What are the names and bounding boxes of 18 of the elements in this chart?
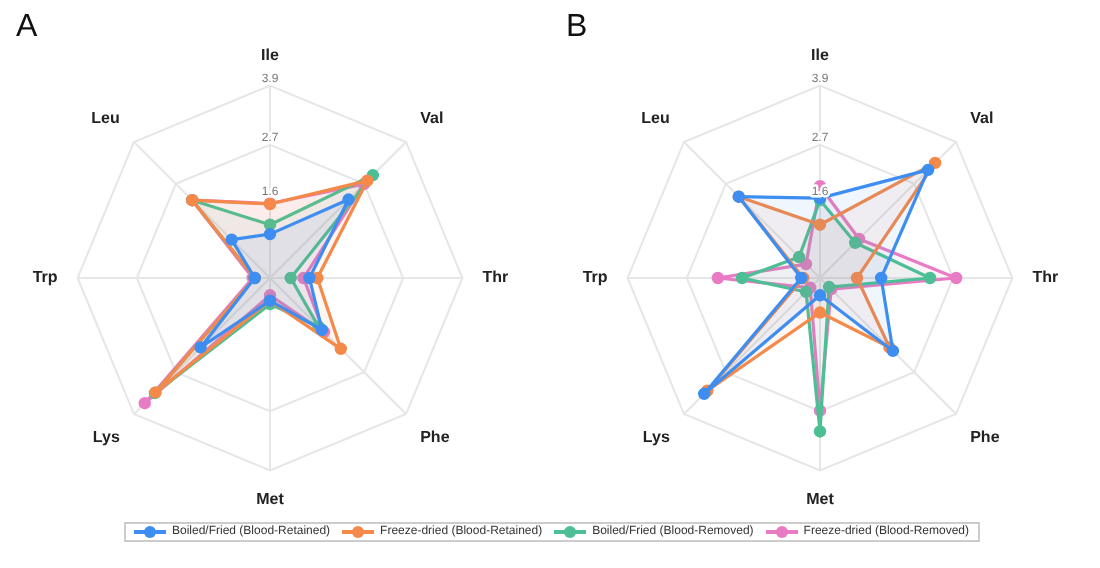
spoke-label: Ile (261, 46, 280, 65)
spoke-label: Val (970, 108, 994, 127)
spoke-label: Ile (811, 46, 830, 65)
spoke-label: Trp (32, 268, 58, 287)
spoke-label: Trp (582, 268, 608, 287)
spoke-label: Leu (91, 108, 121, 127)
spoke-label: Met (806, 490, 835, 509)
spoke-label: Phe (420, 428, 451, 447)
spoke-label: Thr (482, 268, 509, 287)
spoke-label: Phe (970, 428, 1001, 447)
chart-title: B (566, 10, 588, 45)
spoke-label: Thr (1032, 268, 1059, 287)
spoke-label: Val (420, 108, 444, 127)
spoke-label: Leu (641, 108, 671, 127)
spoke-label: Lys (92, 428, 121, 447)
spoke-label: Met (256, 490, 285, 509)
chart-title: A (16, 10, 38, 45)
spoke-label: Lys (642, 428, 671, 447)
